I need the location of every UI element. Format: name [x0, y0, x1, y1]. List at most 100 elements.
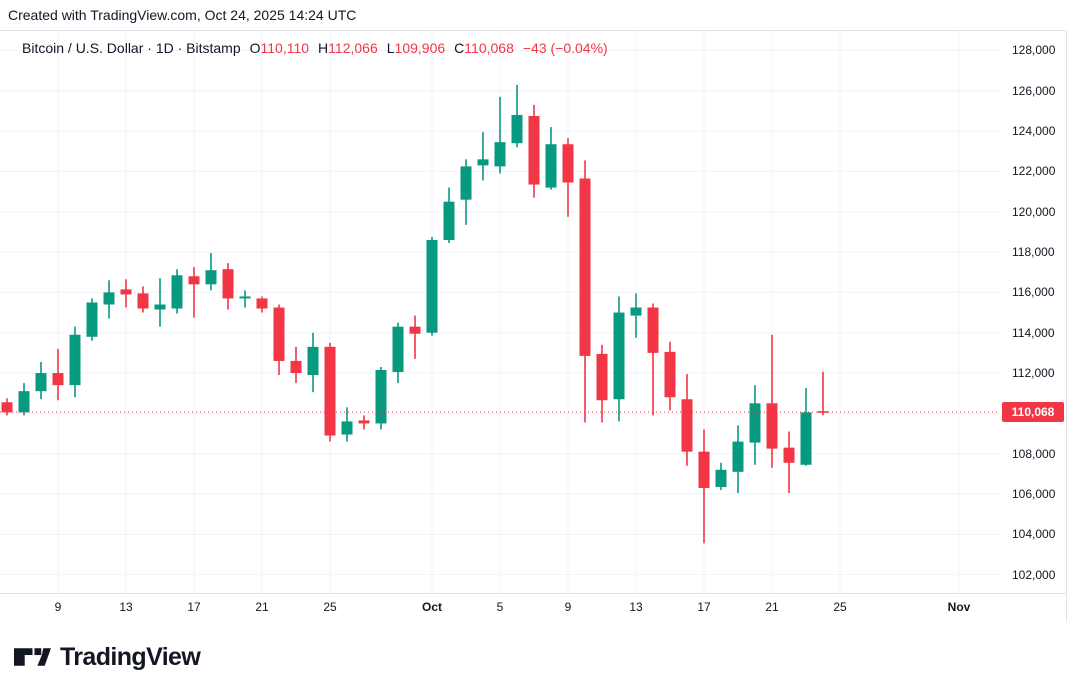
candle[interactable]: [18, 383, 30, 416]
time-tick-label: 5: [496, 600, 504, 614]
candle[interactable]: [375, 366, 387, 430]
low-value: 109,906: [394, 40, 446, 56]
candle[interactable]: [103, 280, 115, 319]
price-tick-label: 112,000: [1012, 366, 1055, 381]
candle-body: [154, 304, 166, 310]
price-tick-label: 118,000: [1012, 245, 1055, 260]
candle[interactable]: [732, 425, 744, 494]
candle[interactable]: [528, 104, 540, 198]
candle[interactable]: [545, 127, 557, 190]
candle-body: [375, 370, 387, 424]
open-value: 110,110: [260, 40, 310, 56]
candle[interactable]: [477, 132, 489, 181]
candle[interactable]: [392, 322, 404, 384]
candle[interactable]: [494, 96, 506, 174]
symbol-title[interactable]: Bitcoin / U.S. Dollar · 1D · Bitstamp: [22, 40, 241, 56]
candle[interactable]: [52, 348, 64, 401]
candle-body: [766, 403, 778, 449]
candle[interactable]: [120, 279, 132, 308]
candle[interactable]: [817, 371, 829, 416]
candle-body: [324, 346, 336, 436]
candle-body: [307, 346, 319, 376]
candle[interactable]: [154, 278, 166, 327]
candle[interactable]: [307, 332, 319, 393]
candle-body: [222, 269, 234, 299]
candle-body: [392, 326, 404, 373]
candle[interactable]: [562, 138, 574, 217]
candle-body: [800, 412, 812, 465]
candle-body: [290, 360, 302, 374]
candle[interactable]: [596, 344, 608, 423]
candle[interactable]: [358, 415, 370, 430]
candle[interactable]: [137, 286, 149, 313]
open-label: O: [249, 40, 261, 56]
chart-legend: Bitcoin / U.S. Dollar · 1D · Bitstamp O11…: [22, 40, 608, 56]
candle[interactable]: [273, 304, 285, 376]
candle-body: [171, 275, 183, 309]
candle[interactable]: [1, 398, 13, 416]
candle-body: [188, 276, 200, 285]
candle-body: [681, 399, 693, 452]
time-tick-label: 25: [833, 600, 847, 614]
candle[interactable]: [409, 315, 421, 359]
candle-body: [511, 114, 523, 144]
candle-body: [477, 159, 489, 166]
time-tick-label: 17: [187, 600, 201, 614]
time-tick-label: 13: [629, 600, 643, 614]
candle-body: [562, 144, 574, 183]
candle[interactable]: [290, 346, 302, 384]
time-tick-label: 21: [765, 600, 779, 614]
candle[interactable]: [647, 303, 659, 416]
candle[interactable]: [256, 296, 268, 313]
candle-body: [137, 293, 149, 309]
candlestick-plot[interactable]: [0, 30, 1000, 593]
price-tick-label: 104,000: [1012, 527, 1056, 542]
candle-body: [460, 166, 472, 200]
candle[interactable]: [783, 431, 795, 494]
candle[interactable]: [664, 341, 676, 411]
candle[interactable]: [698, 429, 710, 544]
candle[interactable]: [800, 388, 812, 466]
tradingview-logo[interactable]: TradingView: [14, 643, 201, 672]
candle[interactable]: [205, 253, 217, 291]
candle[interactable]: [460, 159, 472, 225]
time-axis-separator: [0, 593, 1066, 594]
candle[interactable]: [426, 236, 438, 336]
candle-body: [18, 391, 30, 413]
candle[interactable]: [749, 385, 761, 465]
candle[interactable]: [222, 263, 234, 310]
candle-body: [1, 402, 13, 413]
frame-right-border: [1066, 30, 1067, 622]
price-axis[interactable]: 110,068 128,000 126,000 124,000 122,000 120,…: [1000, 30, 1078, 593]
candle[interactable]: [715, 462, 727, 490]
candle[interactable]: [630, 293, 642, 338]
candle[interactable]: [35, 361, 47, 400]
candle[interactable]: [443, 187, 455, 244]
candle-body: [205, 270, 217, 285]
candle[interactable]: [324, 342, 336, 442]
candle[interactable]: [579, 160, 591, 423]
candle[interactable]: [511, 84, 523, 148]
candle-body: [103, 292, 115, 305]
candle[interactable]: [341, 407, 353, 442]
candle[interactable]: [188, 267, 200, 318]
candle[interactable]: [171, 269, 183, 314]
candle-body: [647, 307, 659, 353]
candle-body: [426, 239, 438, 333]
candle[interactable]: [69, 326, 81, 398]
candle[interactable]: [86, 298, 98, 341]
candle[interactable]: [681, 374, 693, 466]
candle-body: [256, 298, 268, 309]
candle-body: [732, 441, 744, 472]
candle-body: [698, 451, 710, 488]
candle[interactable]: [613, 296, 625, 422]
candle[interactable]: [239, 290, 251, 308]
chart-area: Bitcoin / U.S. Dollar · 1D · Bitstamp O11…: [0, 30, 1078, 623]
time-tick-label: 9: [564, 600, 572, 614]
price-tick-label: 122,000: [1012, 164, 1056, 179]
time-axis[interactable]: 9 13 17 21 25 Oct 5 9 13 17 21 25 Nov: [0, 593, 1078, 622]
price-tick-label: 128,000: [1012, 43, 1056, 58]
high-value: 112,066: [328, 40, 378, 56]
candle[interactable]: [766, 334, 778, 468]
